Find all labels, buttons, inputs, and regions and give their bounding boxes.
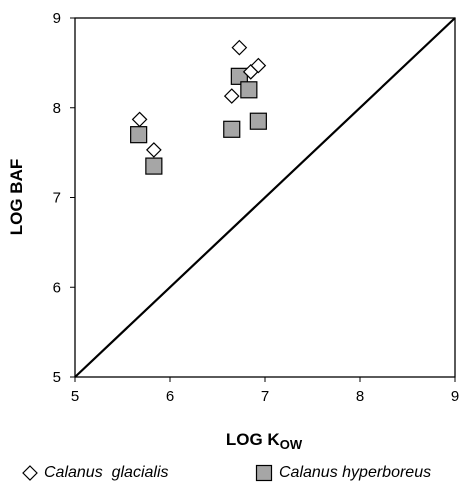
- glacialis-point: [223, 88, 240, 104]
- y-tick-label: 7: [53, 190, 61, 207]
- hyperboreus-point: [223, 120, 241, 138]
- legend-item-glacialis: Calanus glacialis: [22, 458, 169, 488]
- y-tick-label: 9: [53, 10, 61, 27]
- x-tick-label: 5: [71, 388, 79, 405]
- x-tick-label: 7: [261, 388, 269, 405]
- hyperboreus-point: [230, 67, 248, 85]
- x-axis-title: LOG KOW: [226, 430, 303, 452]
- y-axis-title: LOG BAF: [7, 159, 26, 236]
- glacialis-point: [131, 111, 148, 128]
- legend: Calanus glacialis Calanus hyperboreus: [0, 458, 465, 488]
- x-axis-title-main: LOG K: [226, 430, 281, 449]
- legend-label-hyperboreus: Calanus hyperboreus: [279, 464, 432, 481]
- hyperboreus-point: [240, 81, 258, 99]
- hyperboreus-point: [145, 157, 163, 175]
- x-axis-title-subscript: OW: [280, 437, 303, 452]
- x-tick-label: 8: [356, 388, 364, 405]
- y-tick-label: 5: [53, 369, 61, 386]
- one-to-one-line: [74, 17, 456, 378]
- glacialis-point: [146, 142, 162, 158]
- scatter-chart: 5 6 7 8 9 5 6 7 8 9 LOG BAF LOG KOW: [7, 10, 459, 452]
- glacialis-point: [231, 39, 248, 56]
- square-marker-icon: [255, 464, 273, 482]
- x-tick-label: 9: [451, 388, 459, 405]
- x-tick-label: 6: [166, 388, 174, 405]
- legend-label-glacialis: Calanus glacialis: [44, 464, 169, 481]
- hyperboreus-point: [249, 112, 267, 130]
- legend-item-hyperboreus: Calanus hyperboreus: [255, 458, 431, 488]
- y-tick-label: 8: [53, 100, 61, 117]
- hyperboreus-point: [130, 126, 148, 144]
- y-tick-label: 6: [53, 279, 61, 296]
- diamond-marker-icon: [22, 465, 38, 481]
- glacialis-point: [250, 57, 267, 74]
